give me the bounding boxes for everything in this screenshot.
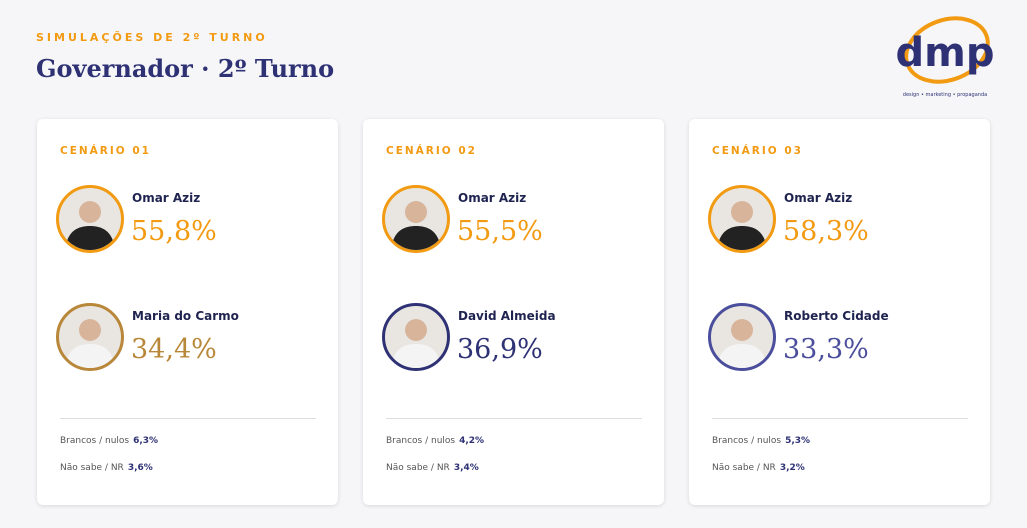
photo-silhouette (717, 319, 767, 368)
blank-label: Brancos / nulos (60, 436, 130, 446)
unknown-row: Não sabe / NR 3,2% (712, 463, 805, 473)
logo-text: dmp (896, 30, 995, 76)
kicker: SIMULAÇÕES DE 2º TURNO (36, 31, 268, 44)
blank-value: 4,2% (459, 436, 485, 446)
unknown-label: Não sabe / NR (386, 463, 450, 473)
logo: dmp design • marketing • propaganda (896, 16, 995, 98)
blank-row: Brancos / nulos 5,3% (712, 436, 810, 446)
unknown-label: Não sabe / NR (712, 463, 776, 473)
candidate-photo (708, 303, 776, 371)
divider (386, 418, 642, 419)
photo-silhouette (391, 319, 441, 368)
candidate-percent: 55,5% (457, 216, 543, 247)
photo-silhouette (65, 319, 115, 368)
photo-silhouette (717, 201, 767, 250)
blank-row: Brancos / nulos 4,2% (386, 436, 484, 446)
blank-value: 5,3% (785, 436, 811, 446)
blank-value: 6,3% (133, 436, 159, 446)
candidate-name: Omar Aziz (458, 191, 527, 205)
blank-label: Brancos / nulos (712, 436, 782, 446)
candidate-percent: 36,9% (457, 334, 543, 365)
unknown-value: 3,6% (127, 463, 153, 473)
scenario-card: CENÁRIO 02 Omar Aziz 55,5% David Almeida 36,… (363, 119, 664, 505)
logo-tagline: design • marketing • propaganda (903, 92, 987, 98)
divider (60, 418, 316, 419)
candidate-percent: 34,4% (131, 334, 217, 365)
scenario-card: CENÁRIO 01 Omar Aziz 55,8% Maria do Carmo 34… (37, 119, 338, 505)
blank-label: Brancos / nulos (386, 436, 456, 446)
unknown-value: 3,2% (779, 463, 805, 473)
candidate-name: David Almeida (458, 309, 556, 323)
candidate-photo (382, 185, 450, 253)
unknown-label: Não sabe / NR (60, 463, 124, 473)
candidate-percent: 55,8% (131, 216, 217, 247)
unknown-row: Não sabe / NR 3,6% (60, 463, 153, 473)
scenario-label: CENÁRIO 03 (712, 145, 803, 157)
photo-silhouette (391, 201, 441, 250)
candidate-percent: 58,3% (783, 216, 869, 247)
unknown-value: 3,4% (453, 463, 479, 473)
candidate-photo (56, 185, 124, 253)
candidate-name: Omar Aziz (784, 191, 853, 205)
candidate-photo (708, 185, 776, 253)
blank-row: Brancos / nulos 6,3% (60, 436, 158, 446)
unknown-row: Não sabe / NR 3,4% (386, 463, 479, 473)
title: Governador · 2º Turno (36, 54, 335, 83)
candidate-percent: 33,3% (783, 334, 869, 365)
divider (712, 418, 968, 419)
candidate-name: Maria do Carmo (132, 309, 239, 323)
candidate-name: Roberto Cidade (784, 309, 889, 323)
candidate-photo (56, 303, 124, 371)
scenario-card: CENÁRIO 03 Omar Aziz 58,3% Roberto Cidade 33… (689, 119, 990, 505)
candidate-name: Omar Aziz (132, 191, 201, 205)
scenario-label: CENÁRIO 02 (386, 145, 477, 157)
scenario-label: CENÁRIO 01 (60, 145, 151, 157)
candidate-photo (382, 303, 450, 371)
photo-silhouette (65, 201, 115, 250)
